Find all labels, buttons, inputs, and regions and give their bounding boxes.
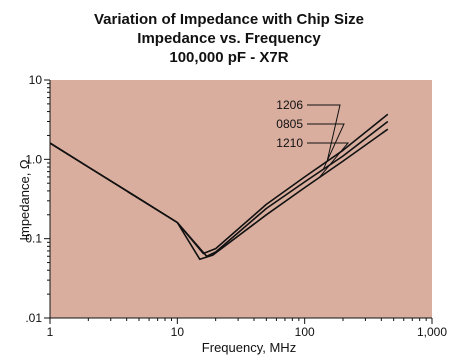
y-tick-label: 1.0 (25, 152, 42, 166)
axis-ticks: 1 10 100 1,000 10 1.0 0.1 .01 (25, 73, 447, 339)
chart-title: Variation of Impedance with Chip Size (94, 11, 364, 28)
x-tick-label: 10 (171, 325, 185, 339)
legend-leader-0805 (307, 123, 345, 170)
plot-area (50, 80, 432, 318)
legend-leader-1210 (307, 142, 350, 178)
series-line-1210 (49, 128, 389, 261)
x-tick-label: 1,000 (417, 325, 447, 339)
legend-label-1210: 1210 (276, 136, 303, 150)
legend-label-1206: 1206 (276, 98, 303, 112)
y-tick-label: .01 (25, 311, 42, 325)
chart-subtitle: Impedance vs. Frequency (137, 30, 321, 47)
y-tick-label: 10 (29, 73, 43, 87)
plot-frame (49, 80, 432, 319)
legend: 1206 0805 1210 (276, 98, 350, 178)
chart-subtitle-2: 100,000 pF - X7R (169, 49, 288, 66)
x-axis-label: Frequency, MHz (202, 340, 296, 355)
y-tick-label: 0.1 (25, 232, 42, 246)
y-axis-label: Impedance, Ω (17, 159, 32, 241)
x-tick-label: 100 (295, 325, 315, 339)
legend-label-0805: 0805 (276, 117, 303, 131)
x-tick-label: 1 (47, 325, 54, 339)
